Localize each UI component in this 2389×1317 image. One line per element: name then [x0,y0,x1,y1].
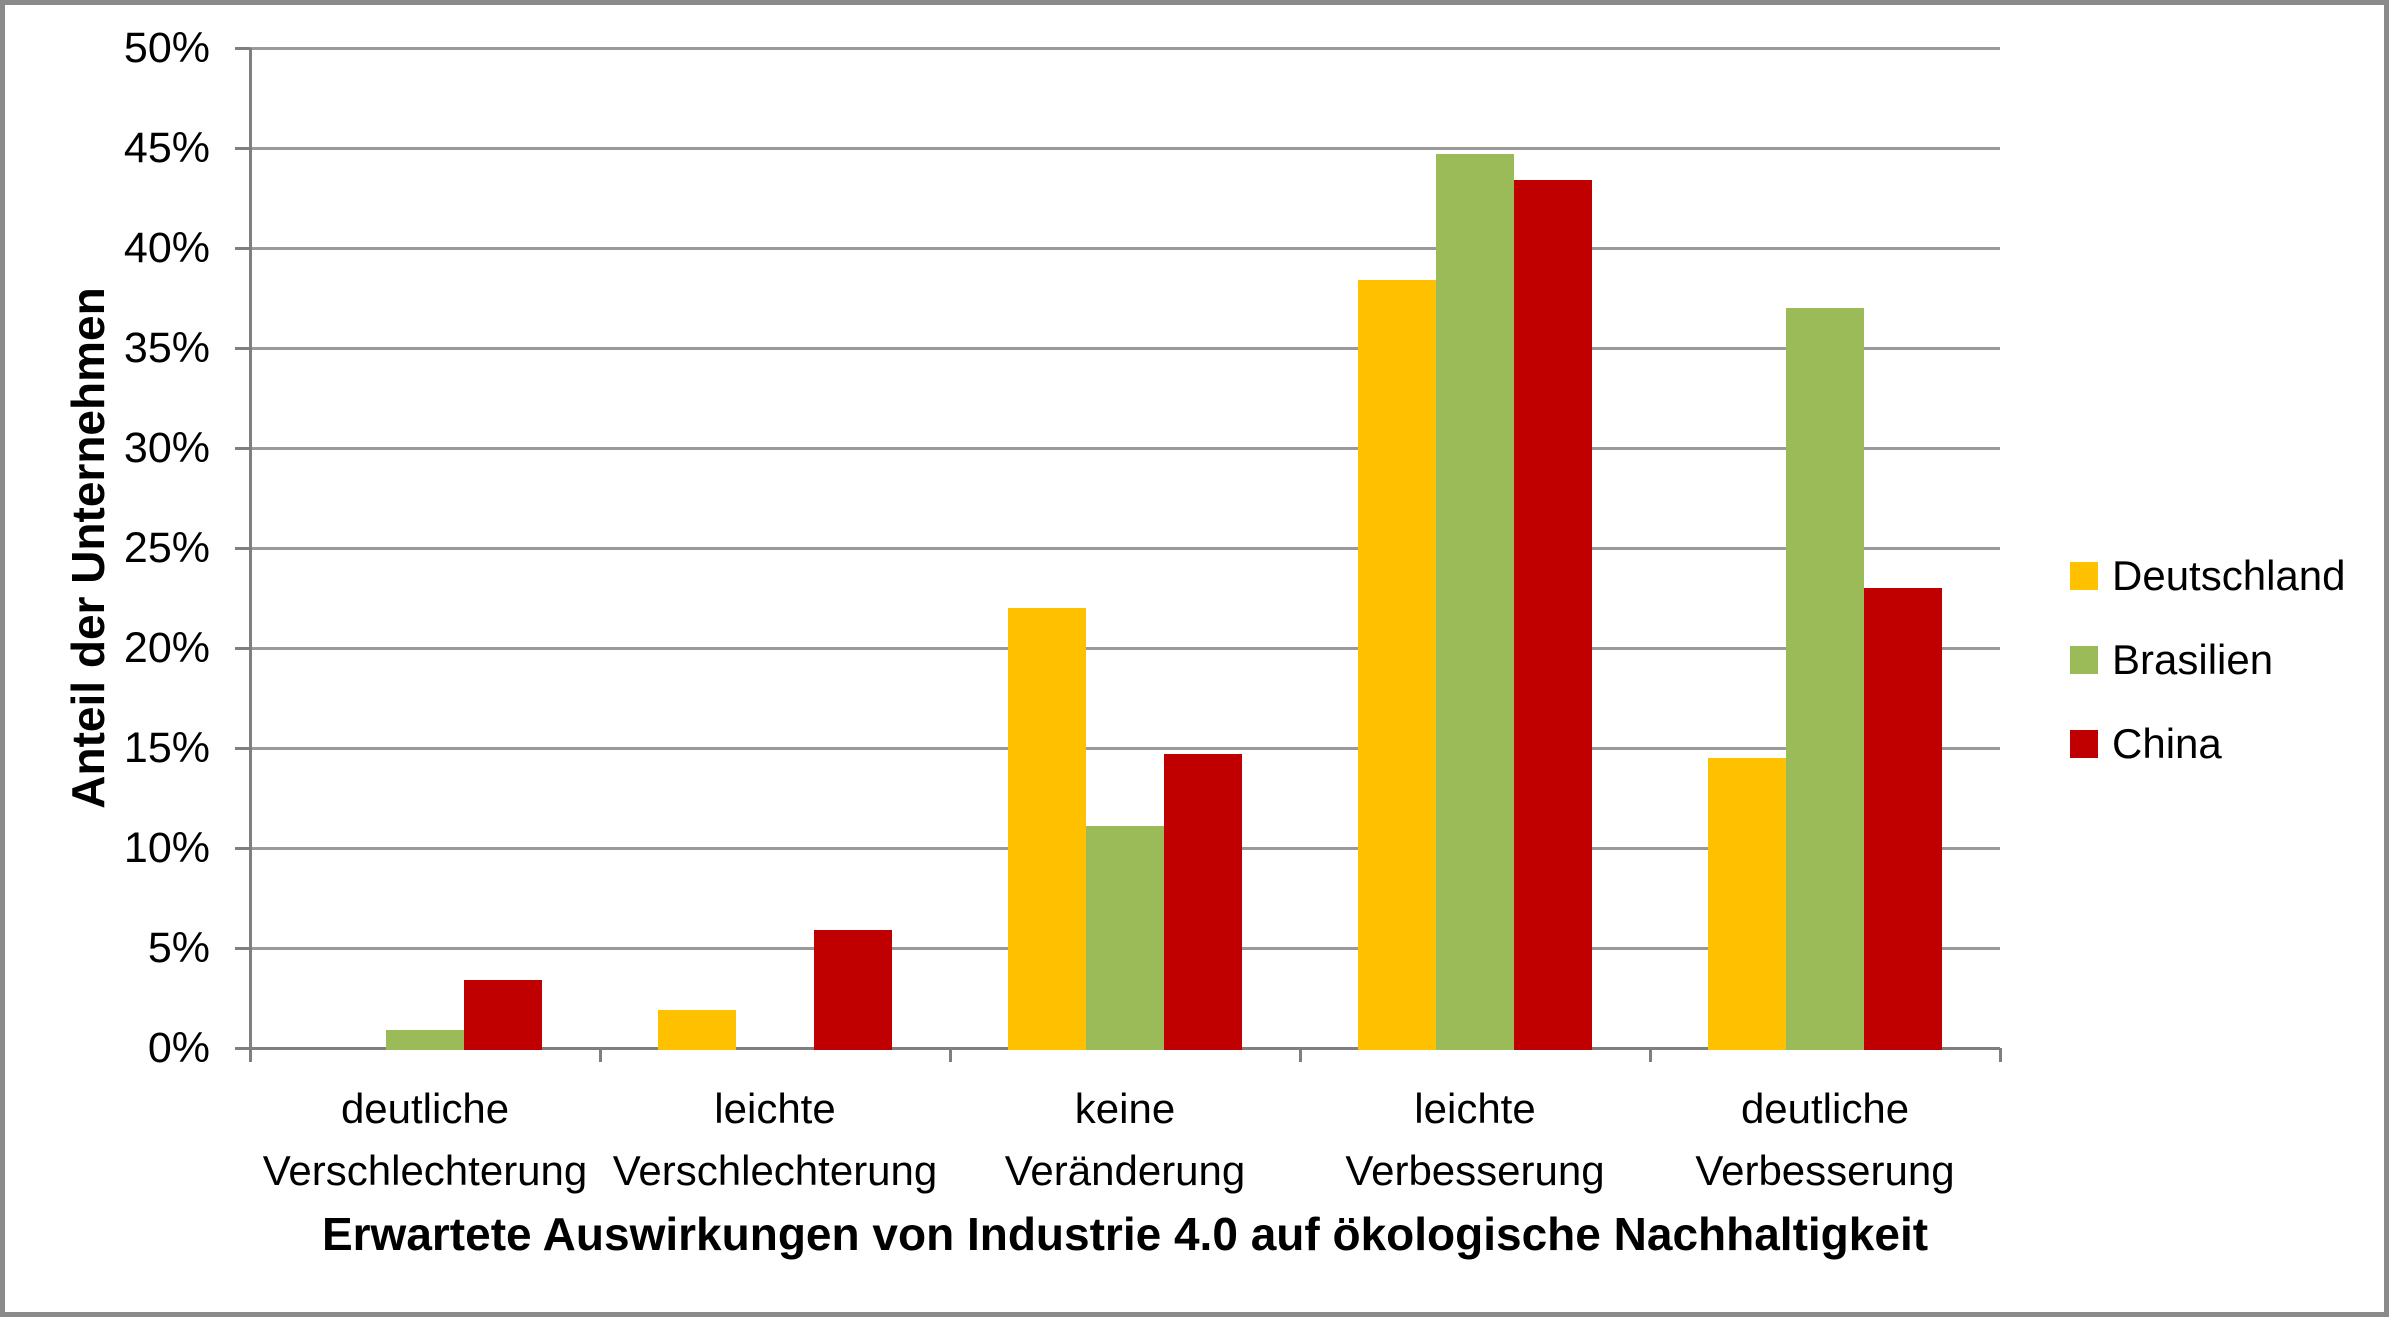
legend-swatch-china [2070,730,2098,758]
y-tick-label-30%: 30% [123,424,210,472]
bar-Brasilien-1 [386,1030,464,1050]
legend-label-deutschland: Deutschland [2112,552,2346,599]
x-category-label-3: keine Veränderung [1004,1085,1246,1194]
x-tickmark-2 [948,1048,952,1062]
bar-Deutschland-5 [1708,758,1786,1050]
y-tick-label-45%: 45% [123,124,210,172]
bar-China-5 [1864,588,1942,1050]
bar-China-1 [464,980,542,1050]
y-axis-line [248,48,252,1062]
y-tick-label-50%: 50% [123,24,210,72]
legend-item-deutschland: Deutschland [2070,552,2345,600]
y-tick-label-35%: 35% [123,324,210,372]
bar-Brasilien-5 [1786,308,1864,1050]
y-tickmark-0% [235,1046,250,1050]
y-tickmark-45% [235,146,250,150]
x-axis-title: Erwartete Auswirkungen von Industrie 4.0… [321,1208,1929,1260]
x-category-label-5: deutliche Verbesserung [1695,1085,1955,1194]
bar-Deutschland-3 [1008,608,1086,1050]
gridline-35% [250,346,2000,350]
gridline-20% [250,646,2000,650]
x-category-label-2: leichte Verschlechterung [612,1085,938,1194]
legend-item-brasilien: Brasilien [2070,636,2345,684]
legend-swatch-deutschland [2070,562,2098,590]
x-tickmark-5 [1998,1048,2002,1062]
y-tickmark-5% [235,946,250,950]
y-tickmark-40% [235,246,250,250]
x-tickmark-1 [598,1048,602,1062]
gridline-45% [250,146,2000,150]
x-tickmark-0 [248,1048,252,1062]
y-tick-label-20%: 20% [123,624,210,672]
y-tick-label-5%: 5% [147,924,210,972]
gridline-30% [250,446,2000,450]
y-tick-label-15%: 15% [123,724,210,772]
y-tick-label-40%: 40% [123,224,210,272]
legend-swatch-brasilien [2070,646,2098,674]
gridline-25% [250,546,2000,550]
bar-China-2 [814,930,892,1050]
gridline-50% [250,46,2000,50]
x-tickmark-3 [1298,1048,1302,1062]
bar-Brasilien-3 [1086,826,1164,1050]
legend-label-china: China [2112,720,2222,767]
gridline-40% [250,246,2000,250]
y-tick-label-25%: 25% [123,524,210,572]
gridline-15% [250,746,2000,750]
y-tickmark-35% [235,346,250,350]
x-category-label-1: deutliche Verschlechterung [262,1085,588,1194]
y-tickmark-15% [235,746,250,750]
y-tickmark-10% [235,846,250,850]
y-tickmark-20% [235,646,250,650]
y-tick-label-10%: 10% [123,824,210,872]
y-tick-label-0%: 0% [147,1024,210,1072]
bar-China-4 [1514,180,1592,1050]
legend-item-china: China [2070,720,2345,768]
y-tickmark-30% [235,446,250,450]
y-tickmark-50% [235,46,250,50]
x-tickmark-4 [1648,1048,1652,1062]
bar-China-3 [1164,754,1242,1050]
bar-Brasilien-4 [1436,154,1514,1050]
bar-Deutschland-2 [658,1010,736,1050]
legend: Deutschland Brasilien China [2070,552,2345,804]
x-category-label-4: leichte Verbesserung [1345,1085,1605,1194]
bar-Deutschland-4 [1358,280,1436,1050]
legend-label-brasilien: Brasilien [2112,636,2274,683]
y-tickmark-25% [235,546,250,550]
